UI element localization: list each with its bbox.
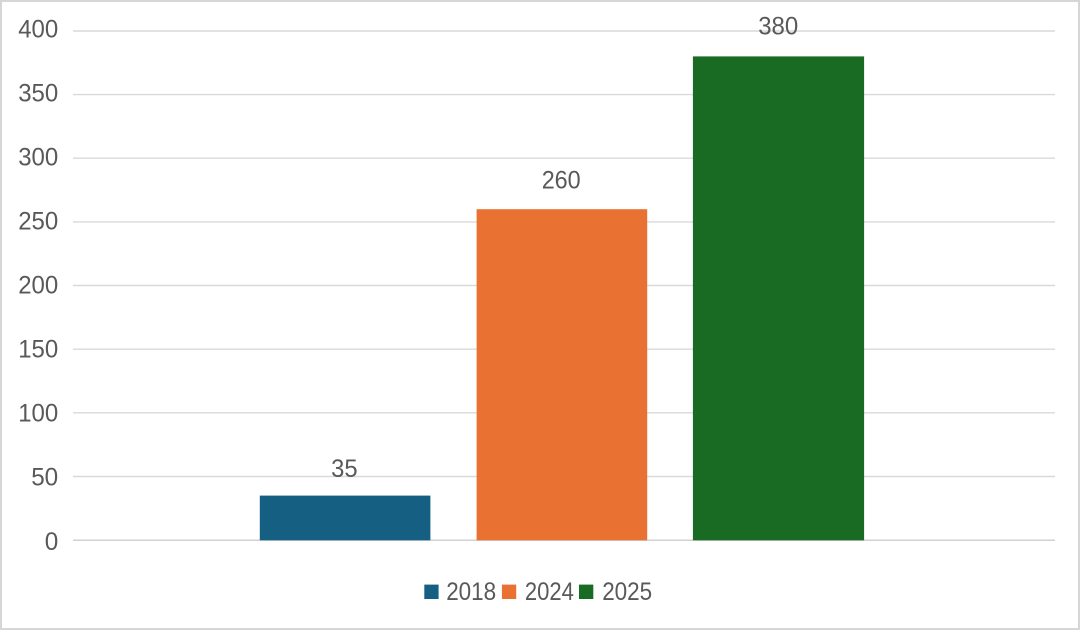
svg-text:400: 400 xyxy=(18,16,58,44)
svg-text:150: 150 xyxy=(18,336,58,364)
svg-text:200: 200 xyxy=(18,272,58,300)
svg-text:50: 50 xyxy=(31,464,58,492)
svg-text:300: 300 xyxy=(18,144,58,172)
svg-text:100: 100 xyxy=(18,400,58,428)
svg-text:350: 350 xyxy=(18,80,58,108)
svg-text:2018: 2018 xyxy=(446,578,496,606)
svg-text:0: 0 xyxy=(45,528,59,556)
svg-text:2024: 2024 xyxy=(525,578,574,606)
svg-text:260: 260 xyxy=(542,167,581,195)
svg-text:250: 250 xyxy=(18,208,58,236)
svg-text:35: 35 xyxy=(331,455,358,483)
svg-text:380: 380 xyxy=(758,13,798,41)
svg-text:2025: 2025 xyxy=(602,578,652,606)
